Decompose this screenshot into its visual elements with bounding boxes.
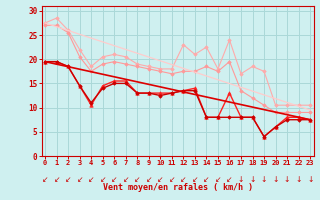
- Text: ↙: ↙: [100, 175, 106, 184]
- Text: ↙: ↙: [76, 175, 83, 184]
- Text: ↙: ↙: [53, 175, 60, 184]
- Text: ↙: ↙: [215, 175, 221, 184]
- Text: ↙: ↙: [192, 175, 198, 184]
- Text: ↙: ↙: [123, 175, 129, 184]
- Text: ↙: ↙: [111, 175, 117, 184]
- Text: ↙: ↙: [203, 175, 210, 184]
- X-axis label: Vent moyen/en rafales ( km/h ): Vent moyen/en rafales ( km/h ): [103, 183, 252, 192]
- Text: ↓: ↓: [284, 175, 290, 184]
- Text: ↙: ↙: [65, 175, 71, 184]
- Text: ↙: ↙: [157, 175, 164, 184]
- Text: ↓: ↓: [307, 175, 313, 184]
- Text: ↓: ↓: [261, 175, 267, 184]
- Text: ↙: ↙: [226, 175, 233, 184]
- Text: ↙: ↙: [134, 175, 140, 184]
- Text: ↙: ↙: [169, 175, 175, 184]
- Text: ↙: ↙: [180, 175, 187, 184]
- Text: ↓: ↓: [249, 175, 256, 184]
- Text: ↙: ↙: [42, 175, 48, 184]
- Text: ↙: ↙: [146, 175, 152, 184]
- Text: ↓: ↓: [272, 175, 279, 184]
- Text: ↙: ↙: [88, 175, 94, 184]
- Text: ↓: ↓: [238, 175, 244, 184]
- Text: ↓: ↓: [295, 175, 302, 184]
